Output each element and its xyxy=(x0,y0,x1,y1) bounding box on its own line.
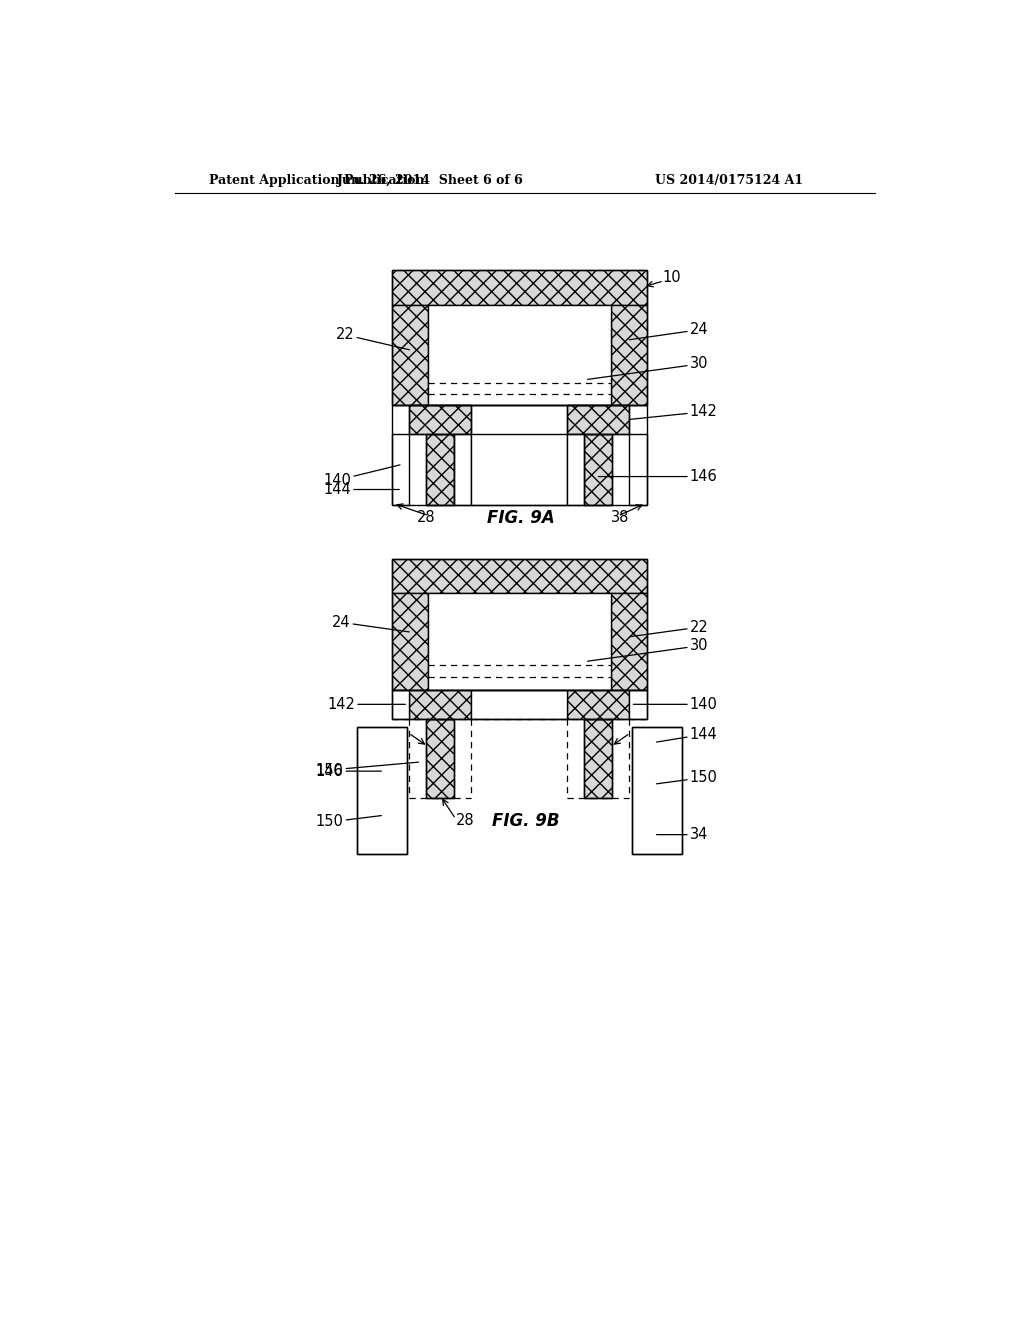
Bar xyxy=(391,271,647,305)
Bar xyxy=(471,689,567,719)
Text: 142: 142 xyxy=(630,404,718,420)
Text: 30: 30 xyxy=(588,639,709,661)
Bar xyxy=(428,305,611,405)
Text: 146: 146 xyxy=(598,469,718,484)
Text: 140: 140 xyxy=(633,697,718,711)
Bar xyxy=(410,405,471,434)
Bar xyxy=(391,405,647,506)
Bar xyxy=(585,719,612,797)
Text: 142: 142 xyxy=(328,697,406,711)
Bar xyxy=(455,434,471,506)
Bar xyxy=(356,726,407,854)
Bar xyxy=(410,689,471,719)
Bar xyxy=(391,689,410,719)
Text: 144: 144 xyxy=(324,482,399,498)
Text: 144: 144 xyxy=(656,727,718,742)
Text: 24: 24 xyxy=(630,322,709,339)
Bar xyxy=(471,434,567,506)
Text: 150: 150 xyxy=(656,770,718,785)
Text: Jun. 26, 2014  Sheet 6 of 6: Jun. 26, 2014 Sheet 6 of 6 xyxy=(337,174,523,187)
Bar xyxy=(567,405,630,434)
Bar xyxy=(428,594,611,689)
Text: 24: 24 xyxy=(332,615,410,632)
Bar xyxy=(391,305,428,405)
Text: 140: 140 xyxy=(324,465,400,488)
Bar xyxy=(567,405,630,434)
Text: FIG. 9B: FIG. 9B xyxy=(493,812,560,829)
Text: 38: 38 xyxy=(611,511,630,525)
Text: 150: 150 xyxy=(315,762,419,777)
Text: 28: 28 xyxy=(456,813,474,828)
Bar xyxy=(632,726,682,854)
Bar xyxy=(611,594,647,689)
Bar xyxy=(391,689,647,719)
Bar xyxy=(630,689,647,719)
Bar xyxy=(611,305,647,405)
Text: 30: 30 xyxy=(588,356,709,379)
Bar xyxy=(391,594,428,689)
Text: 10: 10 xyxy=(663,271,681,285)
Text: 34: 34 xyxy=(656,828,709,842)
Bar xyxy=(585,719,612,797)
Bar xyxy=(410,405,471,434)
Bar xyxy=(585,434,612,506)
Bar xyxy=(630,434,647,506)
Bar xyxy=(391,434,410,506)
Text: FIG. 9A: FIG. 9A xyxy=(486,510,555,527)
Text: 28: 28 xyxy=(417,511,435,525)
Text: 22: 22 xyxy=(336,327,410,350)
Bar xyxy=(585,434,612,506)
Bar xyxy=(426,434,455,506)
Text: US 2014/0175124 A1: US 2014/0175124 A1 xyxy=(655,174,803,187)
Bar xyxy=(391,271,647,405)
Text: Patent Application Publication: Patent Application Publication xyxy=(209,174,425,187)
Text: 150: 150 xyxy=(315,814,381,829)
Bar xyxy=(356,726,407,854)
Text: 22: 22 xyxy=(630,619,709,636)
Bar xyxy=(632,726,682,854)
Bar xyxy=(567,689,630,719)
Bar xyxy=(391,558,647,594)
Bar xyxy=(426,719,455,797)
Bar xyxy=(391,558,647,689)
Text: 146: 146 xyxy=(315,764,381,779)
Bar xyxy=(426,434,455,506)
Bar xyxy=(567,434,585,506)
Bar xyxy=(426,719,455,797)
